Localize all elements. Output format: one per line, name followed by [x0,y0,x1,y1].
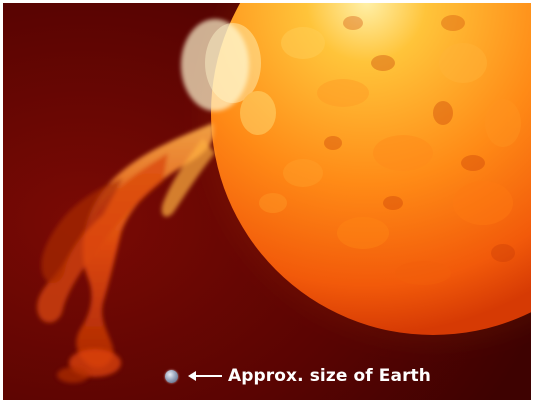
sun-surface-texture [205,23,521,285]
sun-disc [211,3,531,335]
solar-image [3,3,531,400]
left-arrow-icon [188,369,222,383]
bright-active-region [181,19,249,111]
sun-dark-cells [324,15,515,262]
earth-scale-caption: Approx. size of Earth [165,364,431,388]
caption-text: Approx. size of Earth [228,366,431,386]
solar-prominence [37,123,215,368]
prominence-knot-lower [57,367,89,383]
earth-dot-icon [165,369,178,383]
sun-prominence-illustration [3,3,531,400]
